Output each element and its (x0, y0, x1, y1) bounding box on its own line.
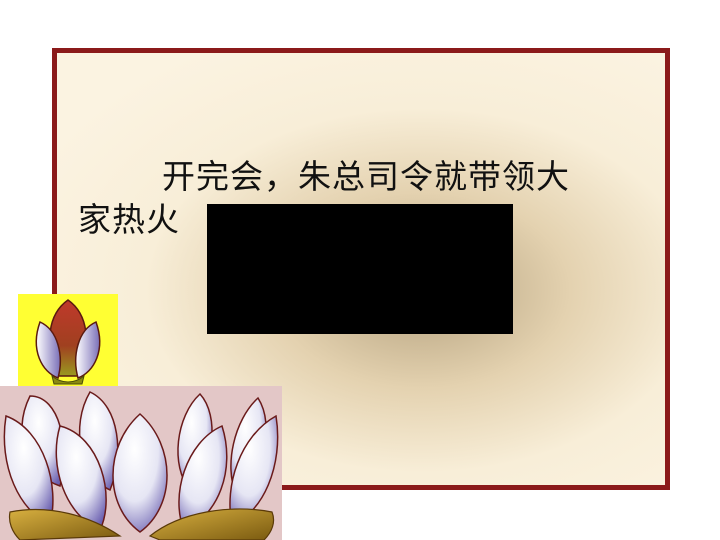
lotus-flower-image (0, 386, 282, 540)
slide-paragraph: 开完会，朱总司令就带领大家热火 (78, 155, 648, 241)
lotus-bud-image (18, 294, 118, 386)
lotus-flower-icon (3, 391, 279, 540)
embedded-video-placeholder[interactable] (207, 204, 513, 334)
paragraph-line-2: 家热火 (78, 200, 180, 239)
lotus-bud-icon (35, 299, 101, 385)
paragraph-line-1: 开完会，朱总司令就带领大 (162, 157, 570, 196)
